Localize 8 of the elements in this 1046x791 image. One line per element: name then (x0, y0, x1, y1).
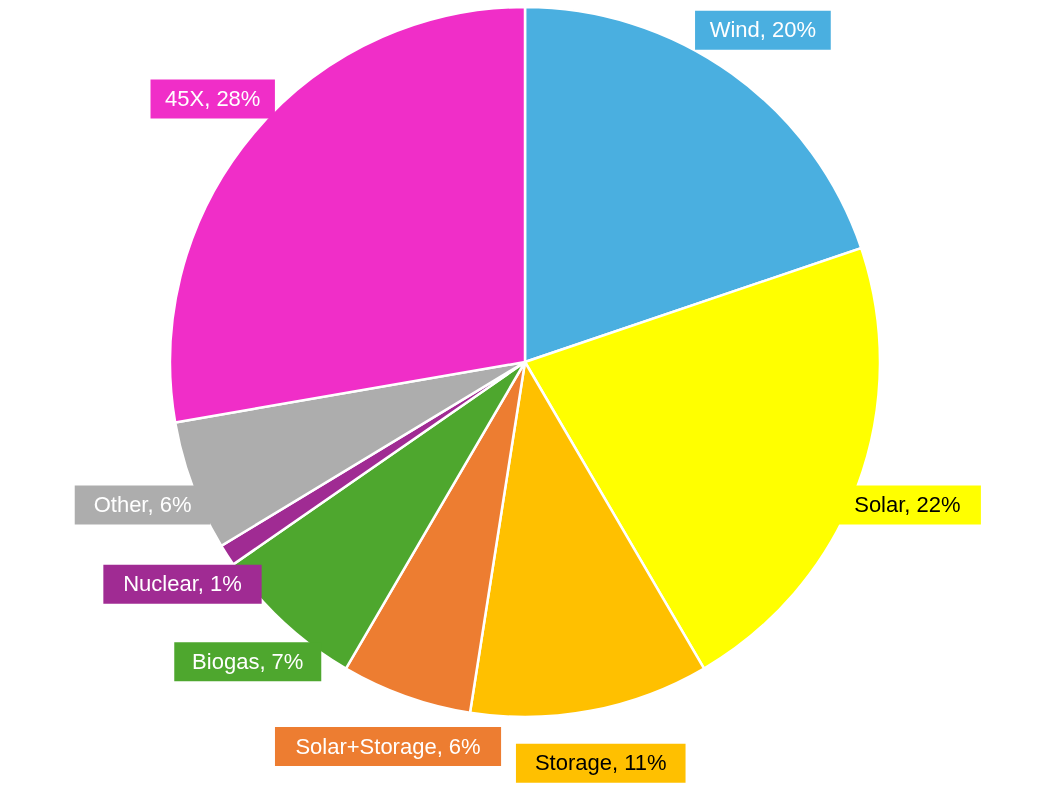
slice-label: Storage, 11% (534, 750, 667, 776)
slice-label: Nuclear, 1% (123, 571, 242, 597)
slice-label: Solar+Storage, 6% (295, 733, 481, 759)
slice-label: Biogas, 7% (192, 648, 304, 674)
slice-label: Wind, 20% (709, 17, 817, 43)
slice-label: Solar, 22% (854, 491, 961, 517)
slice-label: 45X, 28% (165, 86, 261, 112)
slice-label: Other, 6% (93, 491, 192, 517)
